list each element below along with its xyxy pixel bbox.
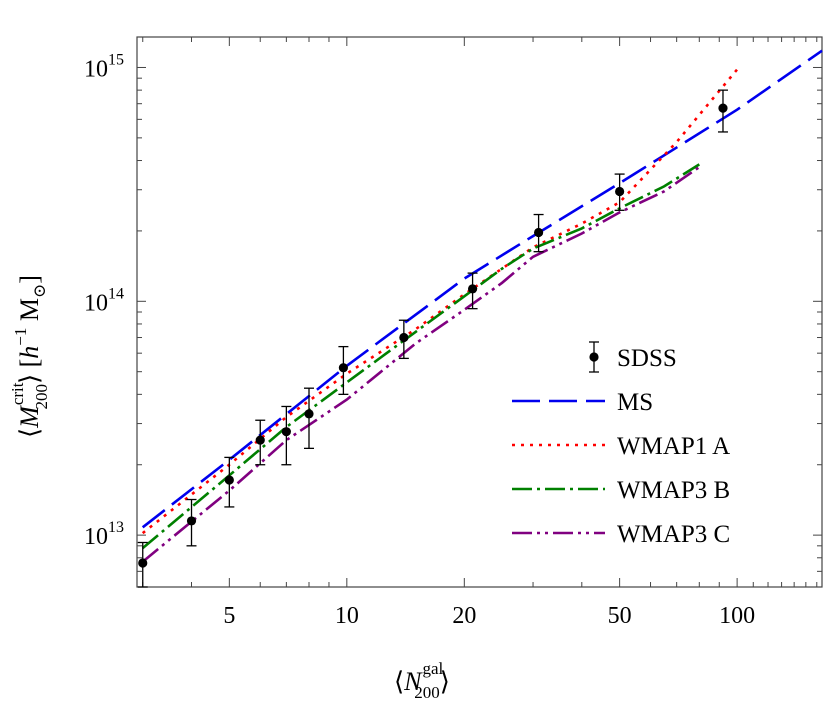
axis-ticks — [137, 37, 822, 588]
x-tick-label: 20 — [452, 603, 476, 629]
legend: SDSS MS WMAP1 A WMAP3 B WMAP3 C — [512, 341, 730, 548]
data-point — [467, 272, 478, 310]
y-tick-labels: 1013 1014 1015 — [84, 51, 124, 550]
point-marker — [138, 558, 148, 568]
data-point — [186, 498, 197, 547]
data-point — [717, 89, 728, 133]
data-point — [281, 405, 292, 466]
point-marker — [224, 475, 234, 485]
x-tick-label: 10 — [335, 603, 359, 629]
legend-label: SDSS — [617, 345, 677, 372]
series-line-wmap1-a — [141, 68, 739, 535]
legend-label: WMAP3 B — [617, 477, 730, 504]
legend-item-wmap1-a: WMAP1 A — [512, 433, 730, 460]
legend-label: WMAP1 A — [617, 433, 730, 460]
data-point — [224, 456, 235, 508]
point-marker — [186, 516, 197, 526]
y-tick-label: 1014 — [84, 285, 124, 316]
data-point — [398, 319, 409, 360]
x-axis-label: ⟨Ngal 200⟩ — [394, 659, 450, 702]
data-point — [533, 213, 544, 253]
data-point — [137, 541, 148, 588]
series-layer — [137, 49, 823, 588]
series-line-wmap3-b — [141, 163, 700, 550]
y-tick-label: 1013 — [84, 519, 124, 550]
point-marker — [281, 427, 291, 437]
point-marker — [615, 186, 625, 197]
x-tick-label: 50 — [608, 603, 632, 629]
x-tick-label: 5 — [223, 603, 235, 629]
data-point — [303, 387, 314, 450]
data-point — [255, 419, 266, 466]
point-marker — [718, 103, 728, 113]
x-tick-labels: 5 10 20 50 100 — [223, 603, 755, 629]
legend-marker — [589, 352, 599, 362]
data-point — [338, 345, 349, 395]
point-marker — [304, 409, 314, 419]
legend-item-wmap3-b: WMAP3 B — [512, 477, 730, 504]
legend-item-wmap3-c: WMAP3 C — [512, 521, 730, 548]
legend-item-ms: MS — [512, 389, 653, 416]
data-point — [614, 173, 625, 211]
point-marker — [338, 363, 348, 373]
legend-label: MS — [617, 389, 653, 416]
point-marker — [255, 435, 265, 445]
series-line-wmap3-c — [141, 166, 701, 563]
legend-item-sdss: SDSS — [589, 341, 677, 373]
point-marker — [467, 284, 478, 294]
y-tick-label: 1015 — [84, 51, 124, 82]
point-marker — [533, 227, 544, 238]
x-tick-label: 100 — [719, 603, 755, 629]
legend-label: WMAP3 C — [617, 521, 730, 548]
series-line-ms — [141, 49, 823, 529]
point-marker — [399, 332, 409, 343]
y-axis-label: ⟨Mcrit 200⟩ [h−1 M⊙] — [8, 275, 51, 438]
